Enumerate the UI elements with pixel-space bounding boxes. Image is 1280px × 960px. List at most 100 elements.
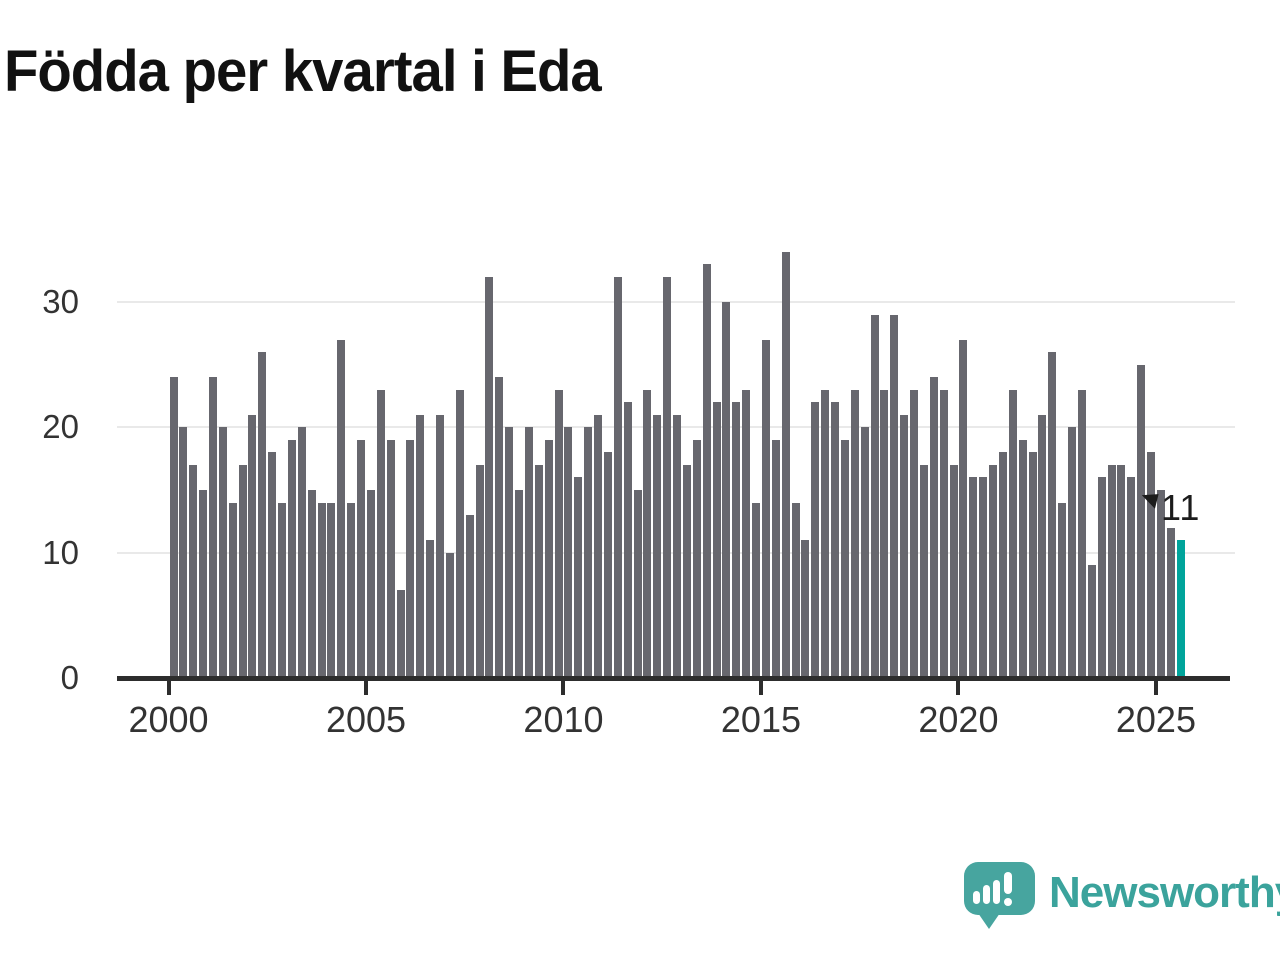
bar-2000-q2	[179, 427, 188, 678]
bar-2018-q4	[910, 389, 919, 678]
bar-2022-q2	[1048, 352, 1057, 678]
bar-2006-q3	[426, 540, 435, 678]
logo-exclamation-icon	[1004, 872, 1012, 894]
y-axis-label-30: 30	[42, 283, 79, 320]
gridline-y-30	[117, 301, 1235, 303]
bar-2003-q3	[307, 490, 316, 678]
bar-2018-q2	[890, 314, 899, 678]
x-axis-label-2015: 2015	[720, 699, 801, 740]
bar-2011-q3	[623, 402, 632, 678]
bar-2005-q4	[396, 590, 405, 678]
bar-2002-q2	[258, 352, 267, 678]
logo-bar-large-icon	[993, 880, 1000, 904]
bar-2018-q3	[900, 414, 909, 678]
bar-2019-q4	[949, 464, 958, 678]
bar-2023-q2	[1087, 565, 1096, 678]
brand-wordmark: Newsworthy	[1049, 868, 1280, 917]
bar-2024-q1	[1117, 464, 1126, 678]
bar-2005-q3	[386, 439, 395, 678]
bar-2016-q3	[821, 389, 830, 678]
bar-2006-q4	[436, 414, 445, 678]
bar-2011-q4	[633, 490, 642, 678]
bar-2022-q1	[1038, 414, 1047, 678]
bar-2013-q3	[702, 264, 711, 678]
bar-2005-q2	[376, 389, 385, 678]
bar-2000-q4	[199, 490, 208, 678]
bar-2013-q1	[682, 464, 691, 678]
bar-2000-q3	[189, 464, 198, 678]
bar-2009-q4	[554, 389, 563, 678]
bar-2020-q4	[989, 464, 998, 678]
x-axis-tick-2015	[758, 681, 763, 695]
bar-2015-q2	[771, 439, 780, 678]
bar-2001-q3	[228, 502, 237, 678]
bar-2003-q1	[287, 439, 296, 678]
bar-2022-q3	[1058, 502, 1067, 678]
x-axis-label-2020: 2020	[918, 699, 999, 740]
x-axis-tick-2020	[956, 681, 961, 695]
bar-2001-q2	[218, 427, 227, 678]
bar-2009-q1	[524, 427, 533, 678]
bar-2014-q2	[732, 402, 741, 678]
bar-2011-q1	[603, 452, 612, 678]
bar-2006-q2	[416, 414, 425, 678]
bar-2010-q1	[564, 427, 573, 678]
bar-2017-q1	[840, 439, 849, 678]
bar-2021-q4	[1028, 452, 1037, 678]
bar-2020-q2	[969, 477, 978, 678]
bar-2017-q2	[850, 389, 859, 678]
bar-2019-q2	[929, 377, 938, 678]
bar-2023-q4	[1107, 464, 1116, 678]
bar-2015-q3	[781, 251, 790, 678]
bar-2010-q3	[584, 427, 593, 678]
bar-2013-q2	[692, 439, 701, 678]
bar-2003-q4	[317, 502, 326, 678]
x-axis-label-2005: 2005	[325, 699, 407, 740]
bar-2025-q2	[1166, 527, 1175, 678]
logo-bar-small-icon	[973, 891, 980, 904]
logo-speech-tail-icon	[978, 913, 1000, 929]
bar-2024-q4	[1147, 452, 1156, 678]
x-axis-line	[117, 676, 1230, 681]
y-axis-label-20: 20	[42, 408, 79, 446]
chart-title: Födda per kvartal i Eda	[4, 39, 602, 104]
bar-2016-q1	[801, 540, 810, 678]
bar-2019-q1	[919, 464, 928, 678]
bar-2017-q4	[870, 314, 879, 678]
bar-2024-q2	[1127, 477, 1136, 678]
bar-2002-q3	[268, 452, 277, 678]
x-axis-label-2025: 2025	[1115, 699, 1196, 740]
bar-2012-q3	[663, 276, 672, 678]
bar-2016-q4	[831, 402, 840, 678]
bar-2010-q4	[594, 414, 603, 678]
bar-2002-q4	[278, 502, 287, 678]
bar-2023-q1	[1077, 389, 1086, 678]
x-axis-tick-2025	[1153, 681, 1158, 695]
bar-2003-q2	[297, 427, 306, 678]
bar-2008-q3	[505, 427, 514, 678]
y-axis-label-10: 10	[42, 533, 79, 571]
latest-value-annotation: 11	[1161, 487, 1201, 528]
bar-2015-q1	[761, 339, 770, 678]
bar-2007-q3	[465, 515, 474, 678]
bar-2012-q4	[673, 414, 682, 678]
bar-2005-q1	[366, 490, 375, 678]
logo-exclamation-dot-icon	[1004, 898, 1012, 906]
bar-latest-2025-q3	[1176, 540, 1185, 678]
bar-2022-q4	[1068, 427, 1077, 678]
bar-2004-q4	[357, 439, 366, 678]
bar-2010-q2	[574, 477, 583, 678]
bar-2008-q1	[485, 276, 494, 678]
bar-2004-q3	[347, 502, 356, 678]
x-axis-tick-2005	[363, 681, 368, 695]
bar-2024-q3	[1137, 364, 1146, 678]
bar-2023-q3	[1097, 477, 1106, 678]
bar-2014-q1	[722, 302, 731, 678]
x-axis-label-2000: 2000	[128, 699, 209, 740]
bar-2009-q3	[544, 439, 553, 678]
bar-2001-q1	[208, 377, 217, 678]
brand-footer: Newsworthy	[964, 862, 1280, 942]
x-axis-tick-2010	[561, 681, 566, 695]
bar-2014-q3	[742, 389, 751, 678]
